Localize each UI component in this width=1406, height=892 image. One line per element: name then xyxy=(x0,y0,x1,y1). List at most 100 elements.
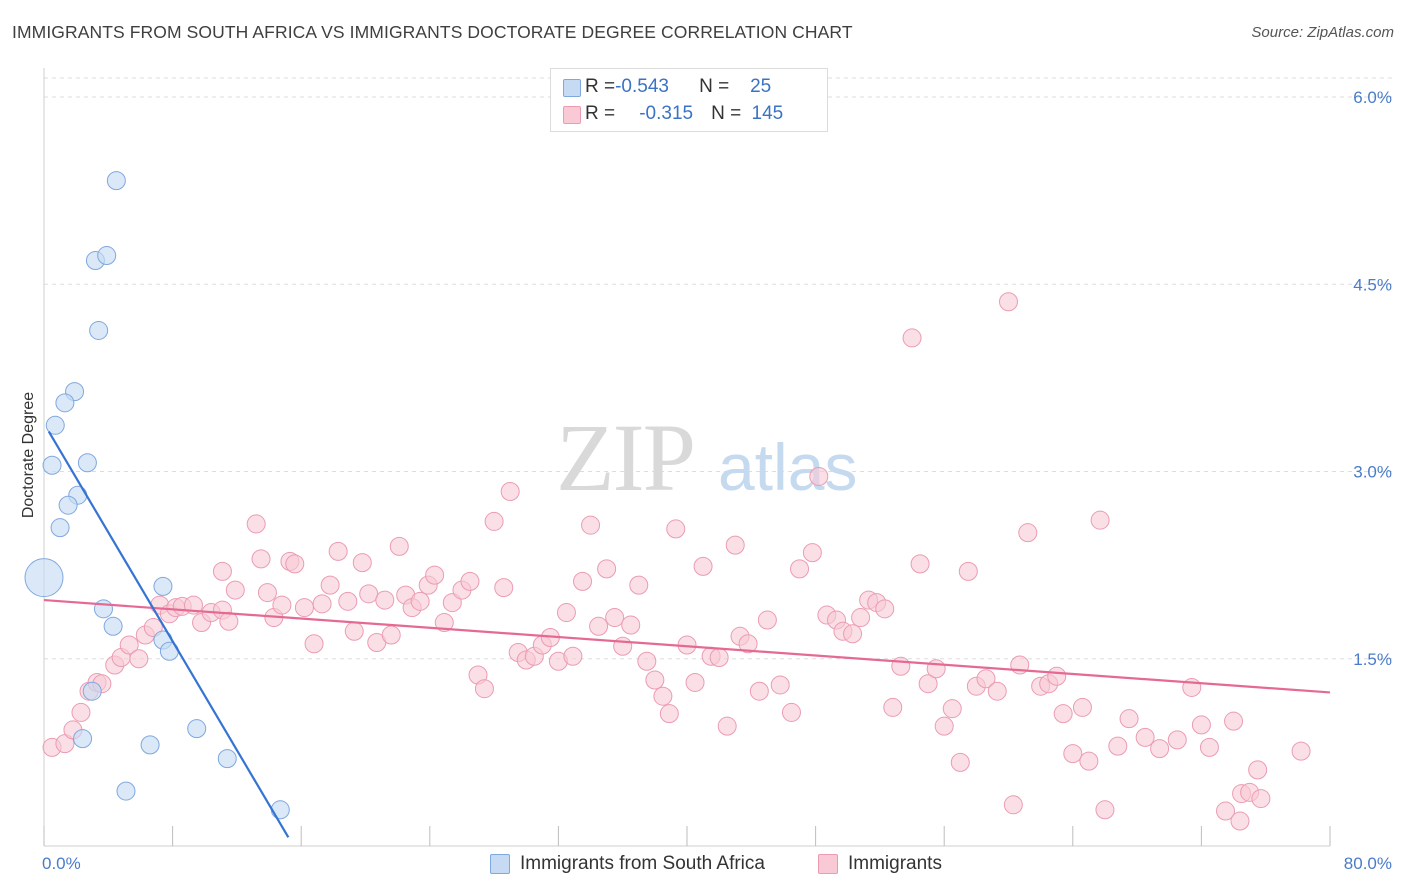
south-africa-point-14 xyxy=(93,599,113,619)
immigrants-point-136 xyxy=(1199,737,1219,757)
series-swatch-blue xyxy=(490,854,510,874)
x-tick-label-min: 0.0% xyxy=(42,854,81,873)
grid-lines xyxy=(44,77,1395,660)
source-prefix: Source: xyxy=(1251,24,1308,41)
watermark-atlas: atlas xyxy=(718,430,857,504)
immigrants-point-137 xyxy=(1216,801,1236,821)
immigrants-point-80 xyxy=(685,672,705,692)
correlation-legend: R = -0.543 N = 25 R = -0.315 N = 145 xyxy=(550,68,828,132)
y-tick-labels: 1.5% 3.0% 4.5% 6.0% xyxy=(1353,88,1392,669)
immigrants-point-130 xyxy=(1119,709,1139,729)
immigrants-point-76 xyxy=(653,686,673,706)
immigrants-point-52 xyxy=(460,571,480,591)
immigrants-point-10 xyxy=(129,649,149,669)
y-tick-label-1: 3.0% xyxy=(1353,463,1392,482)
immigrants-point-65 xyxy=(563,646,583,666)
legend-r-label: R = xyxy=(585,103,616,124)
immigrants-point-36 xyxy=(338,591,358,611)
x-tick-label-max: 80.0% xyxy=(1344,854,1392,873)
immigrants-point-92 xyxy=(790,559,810,579)
immigrants-point-99 xyxy=(851,608,871,628)
immigrants-point-83 xyxy=(709,648,729,668)
immigrants-point-72 xyxy=(621,615,641,635)
series-legend-south-africa: Immigrants from South Africa xyxy=(490,853,765,875)
south-africa-point-18 xyxy=(82,681,102,701)
immigrants-point-22 xyxy=(212,561,232,581)
watermark-zip: ZIP xyxy=(556,404,694,511)
source-attribution: Source: ZipAtlas.com xyxy=(1251,24,1394,41)
immigrants-point-71 xyxy=(613,636,633,656)
immigrants-point-89 xyxy=(757,610,777,630)
immigrants-point-78 xyxy=(666,519,686,539)
immigrants-point-48 xyxy=(425,565,445,585)
legend-n-label: N = xyxy=(699,76,730,97)
immigrants-point-31 xyxy=(294,598,314,618)
immigrants-point-103 xyxy=(883,697,903,717)
immigrants-trend-line xyxy=(43,598,1331,694)
legend-swatch-blue xyxy=(563,79,581,97)
immigrants-point-90 xyxy=(770,675,790,695)
x-tick-labels: 0.0% 80.0% xyxy=(42,854,1392,873)
immigrants-point-129 xyxy=(1108,736,1128,756)
south-africa-point-6 xyxy=(45,415,65,435)
immigrants-point-67 xyxy=(581,515,601,535)
south-africa-point-10 xyxy=(58,495,78,515)
immigrants-point-35 xyxy=(328,541,348,561)
immigrants-point-128 xyxy=(1095,800,1115,820)
immigrants-point-3 xyxy=(71,702,91,722)
immigrants-point-111 xyxy=(950,752,970,772)
immigrants-point-34 xyxy=(320,575,340,595)
series-label-south-africa: Immigrants from South Africa xyxy=(520,853,765,874)
south-africa-point-13 xyxy=(153,576,173,596)
y-tick-label-0: 1.5% xyxy=(1353,650,1392,669)
immigrants-point-110 xyxy=(942,699,962,719)
legend-row-south-africa: R = -0.543 N = 25 xyxy=(563,75,772,99)
immigrants-point-108 xyxy=(926,659,946,679)
immigrants-point-25 xyxy=(251,549,271,569)
trend-lines xyxy=(43,430,1331,838)
immigrants-point-32 xyxy=(304,634,324,654)
south-africa-points xyxy=(24,171,290,820)
immigrants-point-85 xyxy=(725,535,745,555)
immigrants-point-26 xyxy=(257,583,277,603)
immigrants-point-28 xyxy=(272,595,292,615)
watermark: ZIP atlas xyxy=(556,404,857,511)
immigrants-point-49 xyxy=(434,613,454,633)
legend-swatch-pink xyxy=(563,106,581,124)
south-africa-point-7 xyxy=(42,455,62,475)
immigrants-point-98 xyxy=(843,624,863,644)
immigrants-point-69 xyxy=(597,559,617,579)
immigrants-point-122 xyxy=(1047,666,1067,686)
legend-row-immigrants: R = -0.315 N = 145 xyxy=(563,102,783,126)
immigrants-point-42 xyxy=(381,625,401,645)
immigrants-point-114 xyxy=(976,669,996,689)
immigrants-point-106 xyxy=(910,554,930,574)
legend-n-value-blue: 25 xyxy=(750,76,772,97)
immigrants-point-73 xyxy=(629,575,649,595)
immigrants-point-21 xyxy=(219,611,239,631)
immigrants-point-70 xyxy=(605,608,625,628)
immigrants-point-105 xyxy=(902,328,922,348)
south-africa-trend-line xyxy=(47,430,290,838)
immigrants-point-84 xyxy=(717,716,737,736)
y-tick-label-3: 6.0% xyxy=(1353,88,1392,107)
immigrants-point-116 xyxy=(999,292,1018,312)
immigrants-point-143 xyxy=(1291,741,1311,761)
immigrants-point-81 xyxy=(693,556,713,576)
immigrants-point-135 xyxy=(1191,715,1211,735)
immigrants-point-112 xyxy=(958,561,978,581)
immigrants-point-46 xyxy=(410,591,430,611)
legend-n-label: N = xyxy=(711,103,742,124)
south-africa-point-23 xyxy=(116,781,136,801)
legend-r-value-blue: -0.543 xyxy=(615,76,669,97)
immigrants-point-115 xyxy=(987,681,1007,701)
immigrants-point-144 xyxy=(1230,811,1250,831)
immigrants-point-127 xyxy=(1090,510,1110,530)
immigrants-point-133 xyxy=(1167,730,1187,750)
immigrants-point-9 xyxy=(119,635,139,655)
immigrants-point-119 xyxy=(1018,523,1038,543)
legend-r-label: R = xyxy=(585,76,616,97)
immigrants-point-30 xyxy=(285,554,305,574)
immigrants-point-56 xyxy=(494,578,514,598)
